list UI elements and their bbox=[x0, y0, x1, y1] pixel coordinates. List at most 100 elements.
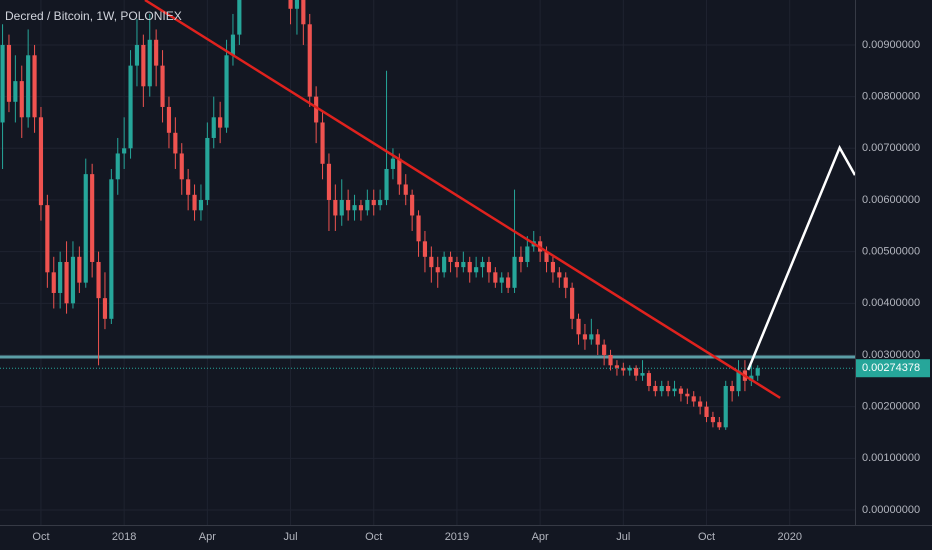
candle-body bbox=[557, 272, 562, 278]
candle-body bbox=[736, 370, 741, 392]
x-tick-label: 2020 bbox=[777, 531, 801, 543]
candle-body bbox=[390, 158, 396, 169]
candle-body bbox=[83, 174, 88, 283]
candle-body bbox=[230, 34, 236, 56]
candle-body bbox=[582, 334, 588, 340]
candle-body bbox=[550, 261, 556, 273]
y-tick-label: 0.00900000 bbox=[862, 39, 920, 51]
candle-body bbox=[134, 44, 140, 66]
candle-body bbox=[186, 179, 191, 195]
candle-body bbox=[474, 267, 479, 273]
candle-body bbox=[717, 422, 722, 428]
candle-body bbox=[595, 334, 600, 345]
candle-body bbox=[147, 39, 152, 87]
x-tick-label: Apr bbox=[199, 531, 216, 543]
candle-body bbox=[518, 256, 524, 262]
candle-body bbox=[352, 205, 357, 211]
candle-body bbox=[166, 106, 172, 133]
candle-body bbox=[371, 199, 376, 206]
x-tick-label: Oct bbox=[365, 531, 382, 543]
candle-body bbox=[454, 261, 460, 268]
candle-body bbox=[403, 184, 408, 195]
x-tick-label: 2019 bbox=[445, 531, 469, 543]
candle-body bbox=[499, 277, 504, 283]
y-tick-label: 0.00600000 bbox=[862, 194, 920, 206]
y-tick-label: 0.00300000 bbox=[862, 349, 920, 361]
chart-title: Decred / Bitcoin, 1W, POLONIEX bbox=[5, 9, 182, 23]
candle-body bbox=[301, 0, 306, 25]
candle-body bbox=[634, 367, 639, 376]
y-tick-label: 0.00400000 bbox=[862, 297, 920, 309]
candle-body bbox=[90, 174, 95, 262]
candle-body bbox=[602, 344, 607, 355]
candle-body bbox=[307, 24, 312, 97]
candle-body bbox=[333, 199, 338, 216]
candle-body bbox=[467, 261, 472, 273]
candle-body bbox=[96, 261, 101, 299]
candle-body bbox=[480, 261, 485, 268]
candle-body bbox=[173, 132, 178, 154]
candle-body bbox=[128, 65, 133, 149]
candle-body bbox=[608, 354, 613, 366]
candle-body bbox=[730, 385, 735, 392]
candle-body bbox=[326, 163, 332, 200]
x-tick-label: Oct bbox=[698, 531, 715, 543]
candle-body bbox=[154, 39, 159, 66]
candle-body bbox=[506, 277, 511, 288]
candle-body bbox=[38, 117, 44, 206]
candle-body bbox=[141, 44, 146, 87]
candle-body bbox=[218, 117, 223, 128]
y-tick-label: 0.00500000 bbox=[862, 246, 920, 258]
candle-body bbox=[109, 179, 114, 319]
candle-body bbox=[589, 334, 594, 340]
candle-body bbox=[755, 368, 760, 376]
candle-body bbox=[160, 65, 165, 107]
candle-body bbox=[672, 388, 677, 392]
candle-body bbox=[570, 287, 575, 319]
x-tick-label: Jul bbox=[284, 531, 298, 543]
x-tick-label: Jul bbox=[616, 531, 630, 543]
candle-body bbox=[346, 199, 351, 211]
candle-body bbox=[422, 241, 428, 257]
candle-body bbox=[710, 416, 716, 423]
x-tick-label: Apr bbox=[532, 531, 549, 543]
trendline bbox=[144, 0, 781, 399]
candle-body bbox=[704, 406, 709, 417]
candle-body bbox=[192, 194, 197, 211]
y-tick-label: 0.00200000 bbox=[862, 401, 920, 413]
candle-body bbox=[205, 137, 210, 200]
candle-body bbox=[64, 261, 69, 304]
y-tick-label: 0.00800000 bbox=[862, 91, 920, 103]
candle-body bbox=[659, 385, 664, 392]
candle-body bbox=[723, 385, 728, 428]
projection-path bbox=[746, 144, 855, 371]
candle-body bbox=[6, 44, 12, 102]
candle-body bbox=[0, 44, 5, 123]
candle-body bbox=[614, 365, 620, 368]
candle-body bbox=[416, 215, 421, 242]
candle-body bbox=[678, 388, 684, 394]
candle-body bbox=[666, 385, 671, 392]
candle-body bbox=[410, 194, 415, 216]
candle-body bbox=[45, 205, 50, 273]
candle-body bbox=[685, 393, 690, 397]
candle-body bbox=[51, 272, 56, 293]
candle-body bbox=[563, 277, 568, 288]
y-tick-label: 0.00100000 bbox=[862, 452, 920, 464]
candle-body bbox=[448, 256, 453, 262]
candle-body bbox=[653, 385, 658, 392]
candle-body bbox=[294, 0, 300, 9]
candle-body bbox=[691, 396, 696, 402]
last-price-tag bbox=[856, 359, 930, 378]
candle-body bbox=[70, 256, 76, 304]
candle-body bbox=[525, 246, 530, 262]
x-tick-label: Oct bbox=[32, 531, 49, 543]
candle-body bbox=[646, 373, 652, 386]
candle-body bbox=[198, 199, 204, 211]
candle-body bbox=[58, 261, 63, 293]
candle-body bbox=[461, 261, 466, 268]
candle-body bbox=[698, 401, 703, 407]
candle-body bbox=[224, 55, 229, 128]
